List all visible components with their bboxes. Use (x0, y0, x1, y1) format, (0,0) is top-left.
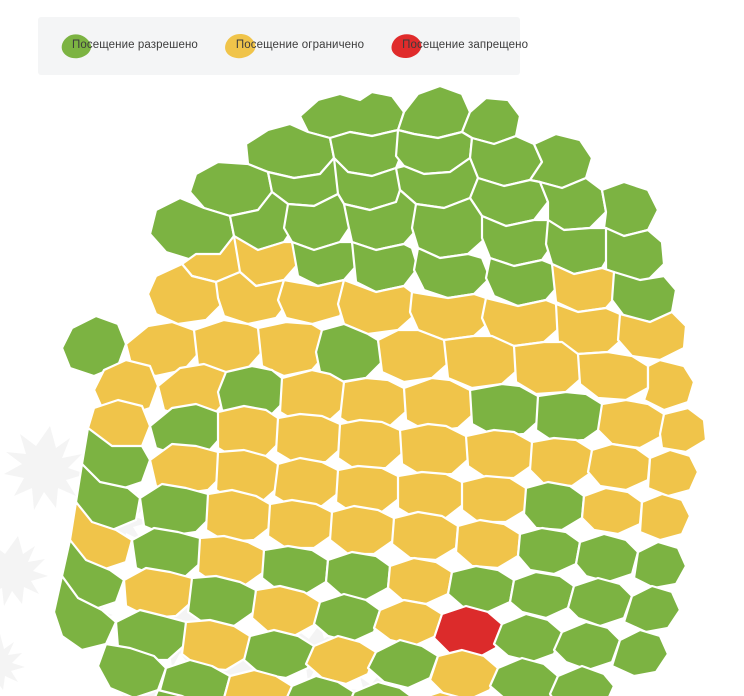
map-region-restricted[interactable] (334, 464, 402, 516)
map-region-restricted[interactable] (528, 436, 594, 488)
legend-item-prohibited[interactable]: Посещение запрещено (390, 33, 528, 59)
map-region-allowed[interactable] (216, 364, 288, 422)
map-region-allowed[interactable] (552, 620, 622, 672)
blob-marker-red-icon (391, 34, 422, 59)
map-region-restricted[interactable] (576, 350, 650, 402)
map-region-restricted[interactable] (616, 310, 688, 362)
map-region-prohibited[interactable] (432, 604, 504, 662)
map-region-allowed[interactable] (574, 532, 640, 584)
map-region-restricted[interactable] (480, 296, 564, 348)
map-region-restricted[interactable] (512, 340, 586, 396)
map-svg[interactable] (0, 78, 744, 696)
map-region-allowed[interactable] (346, 680, 416, 696)
map-region-allowed[interactable] (534, 390, 606, 444)
map-region-restricted[interactable] (398, 422, 472, 478)
legend-item-allowed[interactable]: Посещение разрешено (60, 33, 198, 59)
map-region-restricted[interactable] (586, 442, 652, 492)
map-region-restricted[interactable] (274, 412, 346, 466)
map-region-restricted[interactable] (596, 398, 666, 450)
map-legend: Посещение разрешено Посещение ограничено… (38, 17, 528, 75)
map-region-allowed[interactable] (492, 612, 564, 664)
map-region-restricted[interactable] (408, 690, 476, 696)
map-region-allowed[interactable] (314, 322, 384, 384)
map-region-allowed[interactable] (148, 688, 214, 696)
map-region-restricted[interactable] (638, 492, 692, 542)
map-region-restricted[interactable] (250, 584, 322, 638)
map-region-restricted[interactable] (336, 418, 406, 472)
map-region-restricted[interactable] (386, 556, 454, 606)
map-region-allowed[interactable] (366, 638, 440, 690)
map-region-restricted[interactable] (390, 510, 460, 562)
map-region-allowed[interactable] (242, 628, 316, 680)
blob-marker-green-icon (61, 34, 92, 59)
map-region-allowed[interactable] (508, 570, 576, 620)
map-region-allowed[interactable] (468, 382, 544, 438)
legend-label-prohibited: Посещение запрещено (402, 39, 529, 52)
map-region-allowed[interactable] (600, 180, 660, 238)
map-region-allowed[interactable] (350, 240, 420, 294)
map-region-restricted[interactable] (460, 474, 528, 524)
map-region-allowed[interactable] (324, 550, 392, 602)
map-region-allowed[interactable] (284, 674, 356, 696)
map-region-restricted[interactable] (580, 486, 644, 536)
map-region-restricted[interactable] (442, 334, 522, 390)
map-region-allowed[interactable] (396, 84, 472, 140)
legend-label-restricted: Посещение ограничено (235, 39, 365, 52)
map-region-allowed[interactable] (446, 564, 516, 614)
map-region-allowed[interactable] (632, 540, 688, 590)
map-region-restricted[interactable] (328, 504, 396, 556)
map-region-allowed[interactable] (610, 628, 670, 678)
map-region-restricted[interactable] (376, 328, 452, 384)
map-region-restricted[interactable] (464, 428, 536, 480)
map-region-allowed[interactable] (484, 256, 562, 308)
map-region-allowed[interactable] (566, 576, 634, 628)
map-region-allowed[interactable] (412, 246, 492, 300)
map-region-allowed[interactable] (622, 584, 682, 634)
map-region-restricted[interactable] (642, 358, 696, 412)
map-region-restricted[interactable] (658, 406, 708, 454)
map-region-restricted[interactable] (304, 634, 378, 686)
map-region-allowed[interactable] (522, 480, 586, 532)
map-region-allowed[interactable] (538, 176, 608, 232)
map-region-restricted[interactable] (454, 518, 522, 570)
map-region-restricted[interactable] (146, 262, 224, 326)
map-region-restricted[interactable] (276, 278, 352, 326)
map-region-allowed[interactable] (488, 656, 560, 696)
blob-marker-yellow-icon (224, 34, 256, 59)
map-region-allowed[interactable] (516, 526, 582, 576)
belarus-district-map[interactable] (0, 78, 744, 696)
map-region-restricted[interactable] (266, 498, 336, 550)
map-region-restricted[interactable] (428, 648, 500, 696)
map-region-restricted[interactable] (550, 262, 622, 314)
map-region-allowed[interactable] (282, 192, 354, 252)
map-region-restricted[interactable] (372, 598, 444, 648)
map-region-allowed[interactable] (290, 240, 360, 288)
map-region-allowed[interactable] (312, 592, 382, 644)
map-region-allowed[interactable] (138, 482, 214, 538)
map-region-restricted[interactable] (646, 448, 700, 498)
map-region-allowed[interactable] (410, 196, 488, 260)
map-region-restricted[interactable] (122, 566, 196, 620)
map-region-restricted[interactable] (336, 278, 418, 336)
legend-item-restricted[interactable]: Посещение ограничено (224, 33, 364, 59)
map-region-allowed[interactable] (548, 664, 616, 696)
regions-layer[interactable] (52, 84, 708, 696)
map-region-restricted[interactable] (223, 668, 294, 696)
map-region-restricted[interactable] (396, 470, 466, 522)
legend-label-allowed: Посещение разрешено (72, 39, 198, 52)
map-region-restricted[interactable] (408, 290, 494, 342)
